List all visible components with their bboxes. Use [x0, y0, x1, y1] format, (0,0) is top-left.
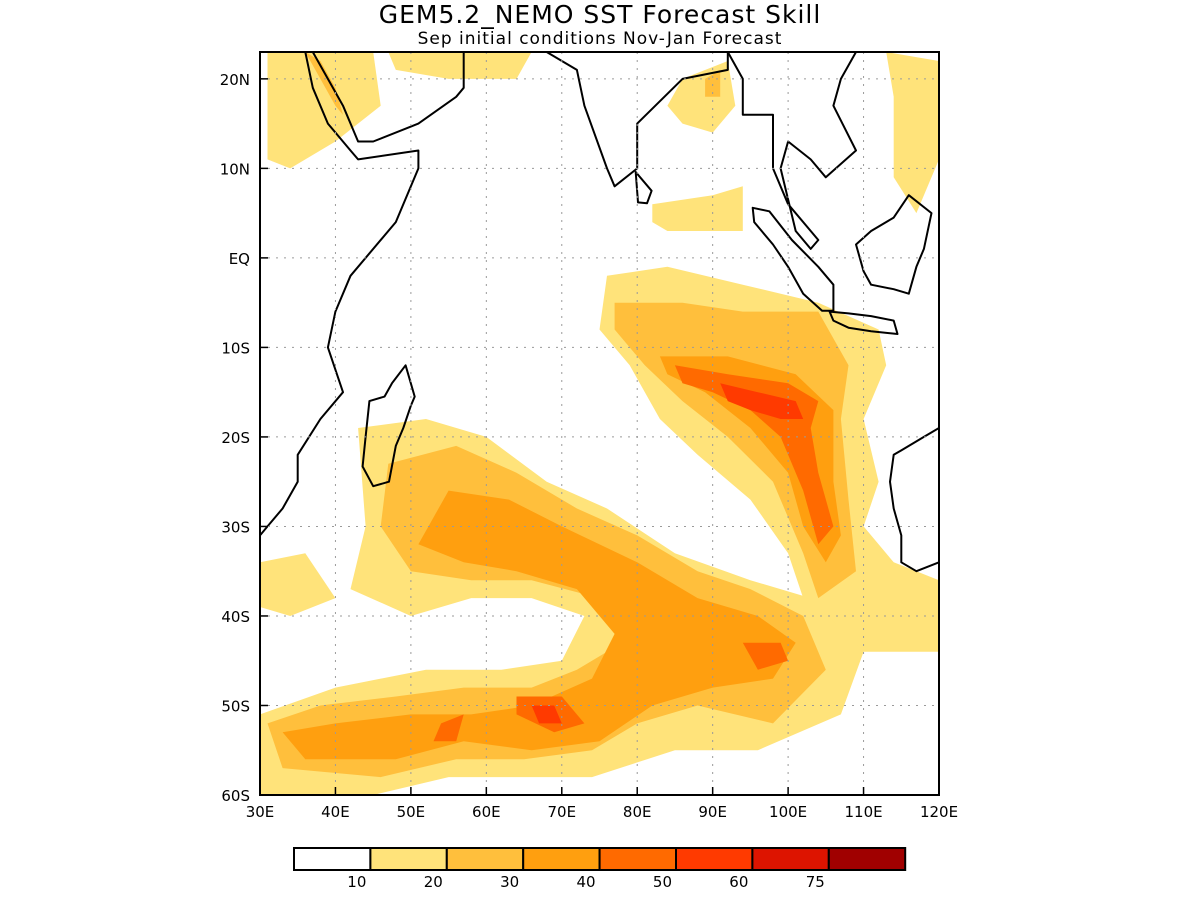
colorbar-swatch [369, 847, 448, 871]
colorbar-label: 20 [424, 873, 443, 891]
lat-lon-gridlines [260, 52, 939, 795]
coastline-africa [260, 52, 420, 537]
y-tick-label: EQ [229, 250, 250, 268]
skill-region-southern-ocean-30 [282, 490, 796, 760]
colorbar-label: 75 [806, 873, 825, 891]
y-tick-label: 60S [221, 787, 250, 805]
x-tick-label: 70E [547, 803, 576, 821]
colorbar-swatch [293, 847, 372, 871]
y-tick-label: 30S [221, 518, 250, 536]
skill-region-southern-ocean-40-east [742, 642, 789, 670]
x-tick-label: 100E [769, 803, 807, 821]
plot-frame [259, 51, 940, 796]
x-tick-label: 110E [845, 803, 883, 821]
x-tick-label: 40E [321, 803, 350, 821]
y-tick-label: 10S [221, 339, 250, 357]
y-tick-label: 40S [221, 608, 250, 626]
coastline-australia [889, 427, 939, 573]
y-tick-label: 50S [221, 697, 250, 715]
coastline-se-asia [726, 52, 857, 250]
skill-region-bay-of-bengal-core [705, 69, 721, 97]
y-tick-label: 20S [221, 429, 250, 447]
colorbar-swatch [827, 847, 907, 871]
skill-region-bay-of-bengal [667, 61, 736, 133]
y-tick-label: 10N [220, 160, 250, 178]
coastline-sumatra [751, 206, 835, 312]
x-tick-label: 90E [698, 803, 727, 821]
coastline-sri-lanka [634, 171, 653, 205]
x-tick-label: 80E [623, 803, 652, 821]
colorbar-swatch [675, 847, 754, 871]
x-tick-label: 50E [397, 803, 426, 821]
skill-region-southern-ocean-40-west [433, 714, 464, 742]
skill-region-south-china-sea [886, 52, 939, 214]
skill-contour-fills [260, 52, 939, 795]
colorbar-label: 40 [577, 873, 596, 891]
skill-region-nw-arabian-sea [267, 52, 381, 169]
skill-region-sw-indian-ocean-south [260, 553, 336, 616]
chart-subtitle: Sep initial conditions Nov-Jan Forecast [417, 29, 783, 49]
colorbar-swatch [751, 847, 830, 871]
axis-ticks: 30E 40E 50E 60E 70E 80E 90E 100E 110E 120E 20N 10N E… [220, 71, 958, 821]
skill-region-red-sea [305, 52, 343, 115]
colorbar-swatch [598, 847, 677, 871]
colorbar-label: 10 [347, 873, 366, 891]
colorbar: 10 20 30 40 50 60 75 [293, 847, 907, 891]
x-tick-label: 60E [472, 803, 501, 821]
chart-title: GEM5.2_NEMO SST Forecast Skill [378, 0, 822, 29]
skill-region-sri-lanka-east [652, 186, 743, 231]
colorbar-swatch [522, 847, 601, 871]
colorbar-label: 50 [653, 873, 672, 891]
colorbar-label: 30 [500, 873, 519, 891]
skill-region-se-indian-ocean-50 [720, 383, 804, 419]
colorbar-label: 60 [729, 873, 748, 891]
skill-region-southern-ocean-50 [531, 705, 562, 724]
y-tick-label: 20N [220, 71, 250, 89]
coastline-borneo [855, 194, 933, 295]
x-tick-label: 120E [920, 803, 958, 821]
coastline-java [828, 310, 899, 335]
colorbar-swatch [445, 847, 525, 871]
skill-region-north-arabian-coast [388, 52, 532, 79]
x-tick-label: 30E [246, 803, 275, 821]
